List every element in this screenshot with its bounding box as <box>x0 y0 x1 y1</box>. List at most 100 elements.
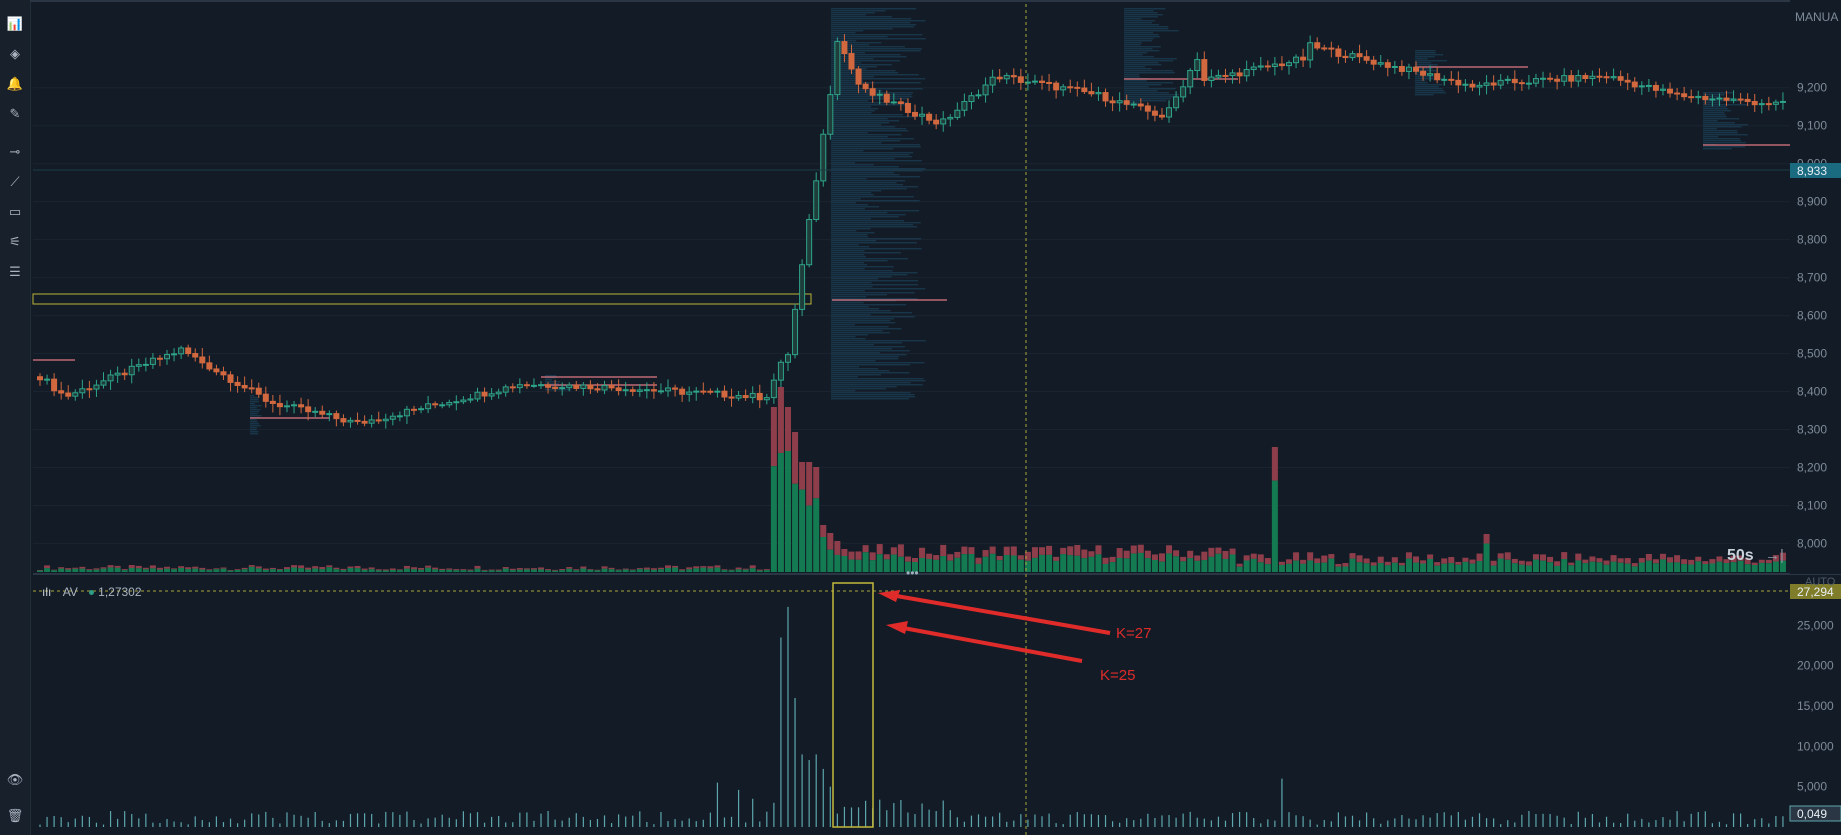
profile-bar <box>831 384 923 386</box>
volume-bar-down <box>749 565 756 569</box>
price-axis[interactable]: 9,2009,1009,0008,9008,8008,7008,6008,500… <box>1790 0 1841 574</box>
indicators-icon[interactable]: 📊 <box>6 16 24 31</box>
volume-bar-down <box>164 566 171 569</box>
volume-bar-down <box>1215 547 1222 554</box>
volume-bar-up <box>1039 554 1046 572</box>
candle-body <box>262 393 269 402</box>
candle-body <box>1427 73 1434 76</box>
volume-bar-up <box>629 570 636 572</box>
trend-line-icon[interactable]: ⟋ <box>10 174 20 189</box>
price-tick-label: 8,800 <box>1797 233 1827 247</box>
template-icon[interactable]: ☰ <box>9 264 21 279</box>
candle-body <box>806 219 813 266</box>
volume-bar-up <box>93 569 100 572</box>
volume-bar-up <box>1123 558 1130 572</box>
candle-body <box>234 381 241 386</box>
av-axis[interactable]: 25,000 20,000 15,000 10,000 5,000 27,294 0,049 <box>1789 575 1841 835</box>
pencil-icon[interactable]: ✎ <box>9 106 21 121</box>
volume-bar-up <box>1208 556 1215 572</box>
candle-body <box>149 357 156 365</box>
profile-bar <box>250 407 257 409</box>
candle-body <box>1271 63 1278 67</box>
indicator-icon[interactable]: ılı <box>42 585 52 599</box>
scroll-to-latest-icon[interactable]: →| <box>1765 547 1784 564</box>
candle-body <box>1737 98 1744 101</box>
profile-bar <box>831 14 866 16</box>
volume-bar-up <box>1067 555 1074 572</box>
profile-bar <box>831 394 915 396</box>
profile-bar <box>1124 28 1169 30</box>
volume-bar-down <box>142 567 149 570</box>
volume-bar-down <box>1681 559 1688 565</box>
profile-bar <box>1124 52 1148 54</box>
profile-bar <box>1124 60 1174 62</box>
volume-bar-down <box>594 569 601 571</box>
volume-bar-down <box>382 569 389 571</box>
timeframe-label[interactable]: 50s <box>1727 547 1754 564</box>
volume-bar-down <box>1158 553 1165 562</box>
volume-bar-down <box>1398 562 1405 566</box>
rectangle-icon[interactable]: ▭ <box>8 204 22 219</box>
volume-bar-up <box>552 570 559 572</box>
profile-bar <box>831 306 869 308</box>
volume-bar-up <box>340 570 347 572</box>
volume-bar-up <box>665 567 672 572</box>
scale-mode-label[interactable]: MANUA <box>1795 10 1839 24</box>
av-legend[interactable]: ılı AV 1,27302 <box>42 585 142 599</box>
profile-bar <box>1415 80 1426 82</box>
volume-bar-up <box>220 568 227 572</box>
profile-bar <box>1124 18 1142 20</box>
auto-scale-label[interactable]: AUTO <box>1805 576 1836 588</box>
price-tick-label: 8,200 <box>1797 460 1827 474</box>
volume-bar-up <box>1130 553 1137 572</box>
volume-bar-down <box>1420 560 1427 564</box>
candle-body <box>961 101 968 111</box>
profile-bar <box>831 380 926 382</box>
candle-body <box>58 390 65 394</box>
trash-icon[interactable]: 🗑 <box>6 808 24 823</box>
volume-bar-up <box>672 567 679 572</box>
volume-bar-down <box>340 568 347 571</box>
profile-bar <box>831 82 921 84</box>
volume-bar-up <box>1476 561 1483 572</box>
volume-bar-up <box>185 569 192 572</box>
candle-body <box>1053 82 1060 91</box>
volume-bar-up <box>1758 562 1765 572</box>
eye-icon[interactable]: 👁 <box>6 772 24 787</box>
ruler-icon[interactable]: ⚟ <box>9 234 21 249</box>
candle-body <box>220 371 227 376</box>
layers-icon[interactable]: ◈ <box>10 46 20 61</box>
candle-body <box>1413 66 1420 72</box>
volume-bar-down <box>1730 555 1737 563</box>
profile-bar <box>250 395 255 397</box>
volume-bar-down <box>1434 562 1441 566</box>
volume-bar-down <box>897 544 904 557</box>
price-tick-label: 8,600 <box>1797 309 1827 323</box>
candle-body <box>1307 42 1314 61</box>
volume-bar-up <box>1645 560 1652 572</box>
volume-bars <box>37 387 1786 572</box>
volume-bar-down <box>410 567 417 570</box>
volume-bar-up <box>227 570 234 572</box>
candle-body <box>446 402 453 406</box>
profile-bar <box>831 214 906 216</box>
candle-body <box>1532 78 1539 84</box>
volume-bar-up <box>1772 561 1779 572</box>
candle-body <box>904 102 911 113</box>
candle-body <box>799 264 806 310</box>
volume-bar-up <box>1540 560 1547 572</box>
volume-bar-up <box>608 569 615 572</box>
volume-bar-up <box>1737 560 1744 572</box>
candle-body <box>1293 56 1300 64</box>
candle-body <box>622 389 629 392</box>
horizontal-line-icon[interactable]: ⊸ <box>9 144 21 159</box>
volume-bar-up <box>58 568 65 572</box>
volume-bar-down <box>1222 550 1229 559</box>
volume-bar-up <box>954 557 961 572</box>
alert-bell-icon[interactable]: 🔔 <box>6 76 24 91</box>
candle-body <box>354 419 361 422</box>
candle-body <box>185 347 192 355</box>
profile-bar <box>831 178 867 180</box>
volume-bar-up <box>241 569 248 572</box>
